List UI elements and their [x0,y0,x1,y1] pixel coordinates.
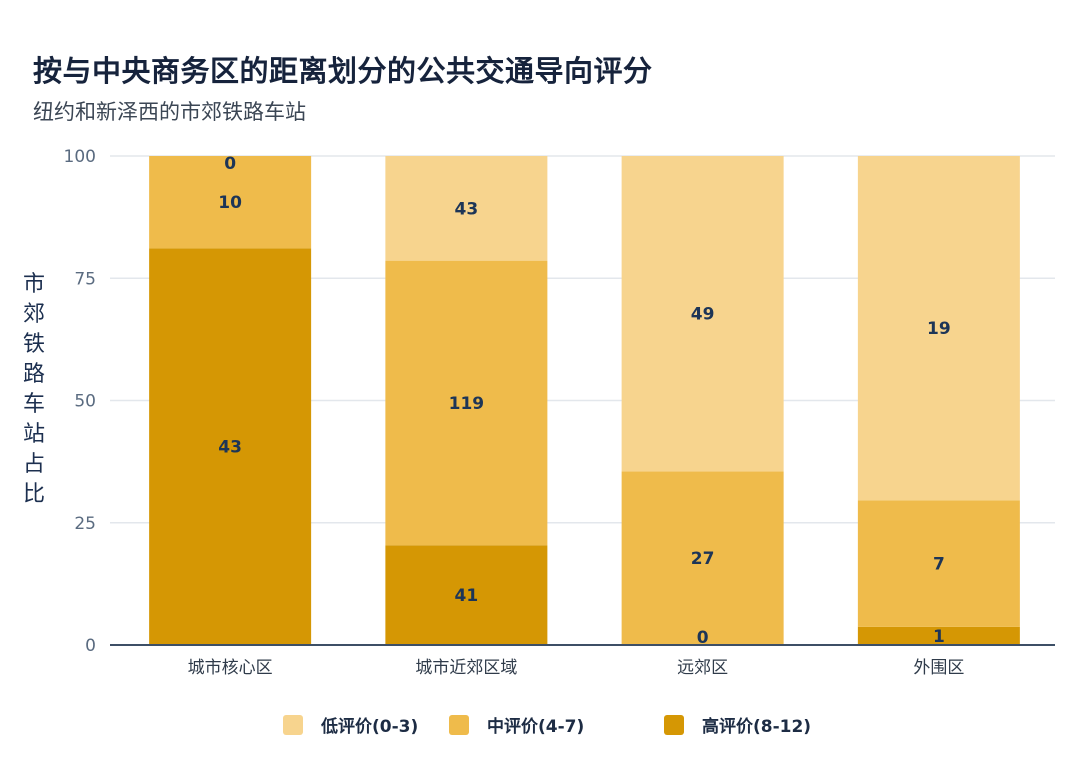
y-axis-label-char: 车 [22,392,45,417]
data-label: 19 [927,319,951,339]
y-axis-label-char: 比 [22,482,45,507]
data-label: 43 [455,199,479,219]
bar-segment [385,260,548,546]
data-label: 27 [691,549,715,569]
y-tick-label: 0 [85,636,96,656]
legend-label: 低评价(0-3) [321,717,419,737]
stacked-bar-chart: 025507510043100城市核心区4111943城市近郊区域02749远郊… [64,147,1055,678]
data-label: 1 [933,627,945,647]
legend-label: 中评价(4-7) [487,717,585,737]
data-label: 0 [224,154,236,174]
y-axis-label: 市郊铁路车站占比 [18,270,50,510]
x-tick-label: 城市近郊区域 [415,658,517,678]
y-tick-label: 25 [74,514,96,534]
x-tick-label: 远郊区 [677,658,728,678]
y-axis-label-char: 占 [22,452,45,477]
y-axis-label-char: 站 [22,422,45,447]
bar-segment [621,471,784,645]
data-label: 0 [697,628,709,648]
bar-segment [149,156,312,249]
data-label: 10 [218,193,242,213]
y-axis-label-char: 路 [22,362,45,387]
data-label: 49 [691,305,715,325]
y-tick-label: 100 [64,147,96,167]
bar-segment [621,156,784,472]
y-axis-label-char: 铁 [22,332,45,357]
chart-legend: 低评价(0-3) 中评价(4-7) 高评价(8-12) [0,712,1080,744]
chart-title: 按与中央商务区的距离划分的公共交通导向评分 [33,54,653,88]
bar-segment [857,500,1020,627]
legend-item: 低评价(0-3) [283,712,418,737]
x-tick-label: 城市核心区 [188,658,273,678]
y-tick-label: 75 [74,269,96,289]
legend-item: 中评价(4-7) [449,712,584,737]
y-tick-label: 50 [74,392,96,412]
data-label: 7 [933,555,945,575]
x-tick-label: 外围区 [913,658,964,678]
data-label: 43 [218,438,242,458]
bar-segment [149,248,312,645]
y-axis-label-char: 市 [22,272,45,297]
bar-segment [385,156,548,261]
y-axis-label-char: 郊 [22,302,45,327]
legend-swatch [283,714,303,735]
legend-swatch [449,714,469,735]
legend-item: 高评价(8-12) [664,712,811,737]
data-label: 41 [455,586,479,606]
data-label: 119 [449,394,485,414]
chart-subtitle: 纽约和新泽西的市郊铁路车站 [33,100,306,124]
bar-segment [857,156,1020,501]
legend-label: 高评价(8-12) [702,717,812,737]
bar-segment [857,626,1020,645]
bar-segment [385,545,548,645]
legend-swatch [664,714,684,735]
